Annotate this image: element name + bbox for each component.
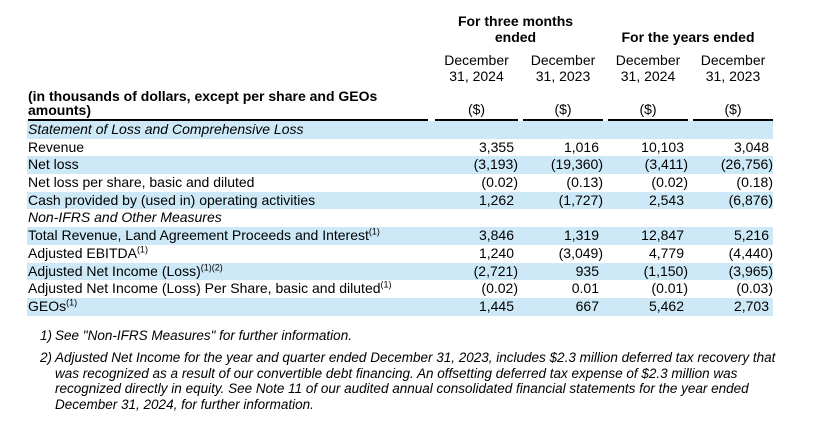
row-label: Revenue [28, 138, 85, 155]
table-row-revenue: Revenue 3,355 1,016 10,103 3,048 [27, 139, 773, 157]
value-cell: (4,440) [728, 244, 773, 261]
value-cell: 5,462 [648, 297, 684, 314]
years-group-header: For the years ended [621, 29, 755, 45]
column-group-header-row: For three months ended For the years end… [27, 13, 773, 45]
row-label: Total Revenue, Land Agreement Proceeds a… [28, 226, 380, 244]
column-header-q4-2024: December 31, 2024 [444, 52, 509, 84]
footnote-ref: (1) [66, 297, 78, 308]
row-label: Adjusted Net Income (Loss)(1)(2) [28, 261, 223, 279]
row-label: Net loss [28, 156, 79, 173]
unit-cell: ($) [688, 89, 773, 121]
value-cell: (0.01) [651, 280, 688, 297]
value-cell: 2,543 [648, 191, 684, 208]
value-cell: 1,262 [478, 191, 514, 208]
row-label: Net loss per share, basic and diluted [28, 174, 255, 191]
footnote-text: See "Non-IFRS Measures" for further info… [55, 327, 352, 343]
value-cell: 1,445 [478, 297, 514, 314]
table-row-net-loss: Net loss (3,193) (19,360) (3,411) (26,75… [27, 156, 773, 175]
row-label: Adjusted EBITDA(1) [28, 244, 148, 261]
footnote-text: Adjusted Net Income for the year and qua… [55, 350, 776, 412]
column-header-fy-2023: December 31, 2023 [700, 52, 766, 84]
unit-cell: ($) [428, 89, 518, 121]
value-cell: (0.02) [481, 280, 518, 297]
three-months-group-label: For three months ended [457, 13, 574, 45]
section-label: Statement of Loss and Comprehensive Loss [28, 121, 304, 137]
table-caption: (in thousands of dollars, except per sha… [28, 88, 378, 118]
value-cell: (3,049) [558, 244, 603, 261]
dollar-unit-label: ($) [693, 89, 773, 121]
section-row-non-ifrs: Non-IFRS and Other Measures [27, 209, 773, 227]
footnote-number: 1) [40, 327, 53, 343]
value-cell: (0.13) [566, 174, 603, 191]
value-cell: (3,411) [644, 156, 688, 173]
value-cell: 3,048 [733, 138, 769, 155]
value-cell: (0.02) [651, 174, 688, 191]
section-label: Non-IFRS and Other Measures [28, 209, 222, 226]
value-cell: (0.03) [736, 280, 773, 297]
footnote-ref: (1) [368, 226, 380, 237]
header-spacer [27, 53, 428, 84]
value-cell: (1,727) [558, 191, 603, 208]
value-cell: (0.18) [736, 174, 773, 191]
date-header-row: December 31, 2024 December 31, 2023 Dece… [27, 52, 773, 84]
value-cell: (0.02) [481, 174, 518, 191]
value-cell: 1,319 [563, 227, 599, 244]
table-row-adjusted-net-income-per-share: Adjusted Net Income (Loss) Per Share, ba… [27, 280, 773, 298]
value-cell: 2,703 [733, 297, 769, 314]
table-row-net-loss-per-share: Net loss per share, basic and diluted (0… [27, 174, 773, 192]
value-cell: 12,847 [641, 227, 684, 244]
section-row-statement-of-loss: Statement of Loss and Comprehensive Loss [27, 121, 773, 139]
table-row-total-revenue: Total Revenue, Land Agreement Proceeds a… [27, 227, 773, 245]
value-cell: 5,216 [733, 227, 769, 244]
value-cell: 4,779 [648, 244, 684, 261]
footnote-ref: (1)(2) [200, 261, 223, 272]
value-cell: 0.01 [571, 280, 599, 297]
table-row-adjusted-ebitda: Adjusted EBITDA(1) 1,240 (3,049) 4,779 (… [27, 245, 773, 263]
table-row-geos: GEOs(1) 1,445 667 5,462 2,703 [27, 298, 773, 316]
value-cell: 667 [575, 297, 599, 314]
value-cell: 1,240 [478, 244, 514, 261]
units-header-row: (in thousands of dollars, except per sha… [27, 89, 773, 121]
unit-cell: ($) [603, 89, 688, 121]
column-header-q4-2023: December 31, 2023 [530, 52, 596, 84]
dollar-unit-label: ($) [523, 89, 603, 121]
footnote-number: 2) [40, 350, 53, 366]
footnote-ref: (1) [380, 279, 392, 290]
value-cell: (3,193) [473, 156, 518, 173]
table-caption-cell: (in thousands of dollars, except per sha… [27, 89, 428, 121]
value-cell: 1,016 [563, 138, 599, 155]
footnote-2: 2) Adjusted Net Income for the year and … [40, 350, 777, 412]
footnote-1: 1) See "Non-IFRS Measures" for further i… [40, 328, 777, 344]
value-cell: (6,876) [728, 191, 773, 208]
dollar-unit-label: ($) [608, 89, 688, 121]
dollar-unit-label: ($) [435, 89, 518, 121]
row-label: GEOs(1) [28, 297, 78, 314]
footnote-ref: (1) [136, 244, 148, 255]
row-label: Adjusted Net Income (Loss) Per Share, ba… [28, 279, 392, 297]
value-cell: (26,756) [720, 156, 773, 173]
footnotes: 1) See "Non-IFRS Measures" for further i… [40, 328, 777, 413]
unit-cell: ($) [518, 89, 603, 121]
table-row-adjusted-net-income: Adjusted Net Income (Loss)(1)(2) (2,721)… [27, 261, 773, 281]
table-row-cash-operating: Cash provided by (used in) operating act… [27, 191, 773, 210]
value-cell: (2,721) [473, 262, 518, 279]
row-label: Cash provided by (used in) operating act… [28, 191, 316, 208]
value-cell: (1,150) [643, 262, 688, 279]
value-cell: 10,103 [641, 138, 684, 155]
value-cell: (19,360) [550, 156, 603, 173]
value-cell: 935 [575, 262, 599, 279]
value-cell: 3,846 [478, 227, 514, 244]
value-cell: (3,965) [728, 262, 773, 279]
column-header-fy-2024: December 31, 2024 [615, 52, 681, 84]
value-cell: 3,355 [478, 138, 514, 155]
three-months-group-header: For three months ended [428, 13, 603, 45]
financial-results-table: For three months ended For the years end… [27, 0, 773, 316]
